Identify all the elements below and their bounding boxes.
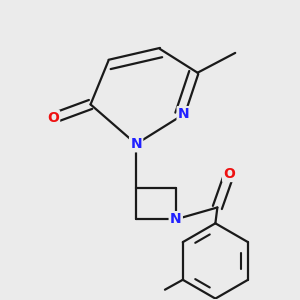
Text: N: N: [170, 212, 182, 226]
Text: N: N: [130, 137, 142, 151]
Text: O: O: [47, 111, 59, 125]
Text: O: O: [223, 167, 235, 181]
Text: N: N: [178, 107, 190, 121]
